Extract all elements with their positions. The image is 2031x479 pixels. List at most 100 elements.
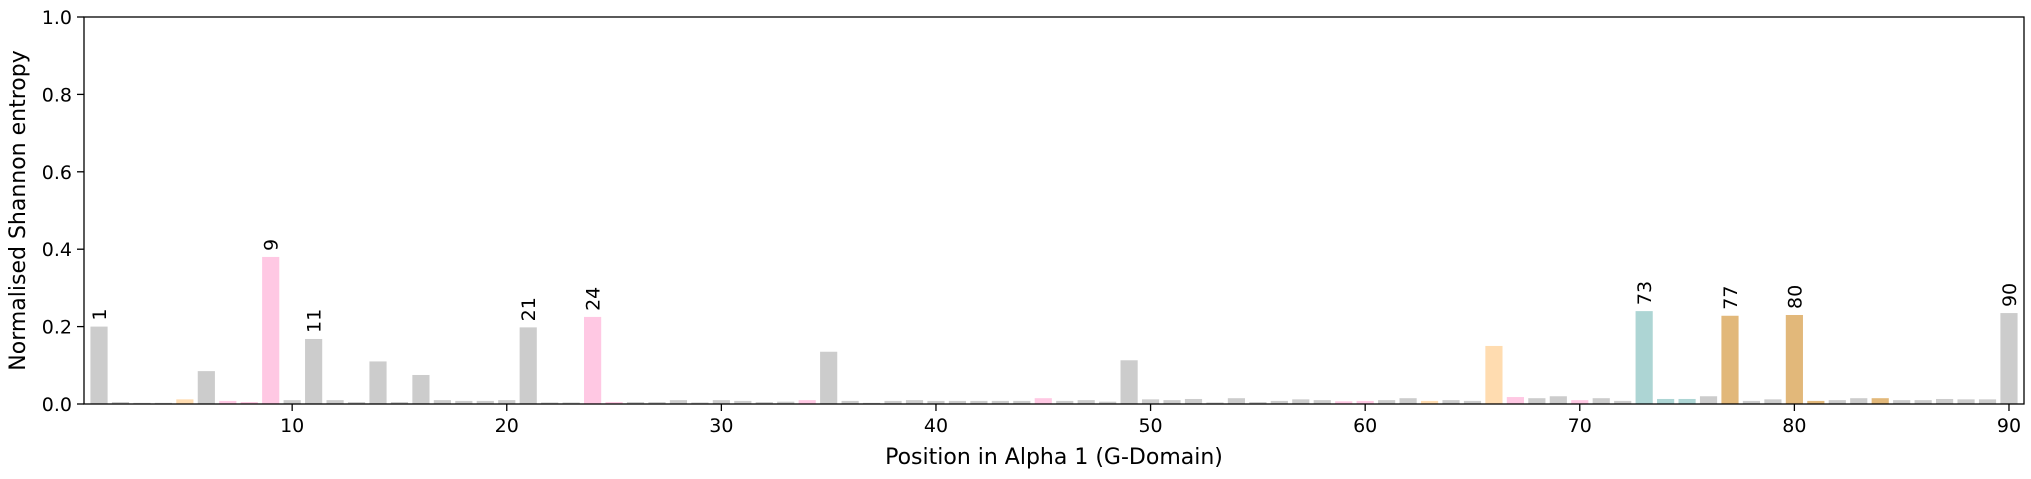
bar-position-23 [562,402,580,404]
bar-position-41 [948,400,967,404]
bar-label-1: 1 [89,309,111,321]
bar-position-16 [412,374,430,404]
bar-position-30 [712,400,730,404]
x-tick-label: 80 [1782,415,1806,437]
bar-position-5 [176,399,194,404]
bar-position-28 [669,400,688,404]
bar-position-87 [1936,398,1954,404]
bar-position-14 [369,361,387,404]
bar-position-33 [777,401,795,404]
bar-position-83 [1850,398,1868,404]
bar-position-70 [1571,400,1589,404]
bar-position-27 [648,402,666,404]
bar-label-11: 11 [304,309,326,333]
bar-position-58 [1313,400,1331,404]
bar-position-40 [927,400,945,404]
bar-label-80: 80 [1784,285,1806,309]
y-tick-label: 0.4 [42,239,72,261]
y-tick-label: 1.0 [42,7,72,29]
bar-position-68 [1528,398,1546,404]
bar-position-69 [1549,396,1567,404]
bar-position-48 [1099,401,1117,404]
bar-position-24 [584,316,602,404]
bar-position-20 [498,400,516,404]
bar-position-74 [1657,398,1675,404]
bar-position-54 [1227,398,1245,404]
bar-position-7 [219,400,237,404]
y-tick-label: 0.6 [42,162,72,184]
y-axis: 0.0 0.2 0.4 0.6 0.8 1.0 [42,7,84,416]
bar-position-29 [691,402,709,404]
bar-position-81 [1807,400,1825,404]
bar-position-67 [1506,397,1524,404]
bar-position-17 [433,400,451,404]
bar-annotation-layer: 1 9 11 21 24 73 77 80 90 [89,239,2021,333]
bar-position-84 [1871,398,1889,404]
bar-position-1 [90,326,108,404]
bar-position-2 [111,402,130,404]
bar-position-86 [1914,400,1932,404]
bar-position-59 [1335,401,1353,404]
bar-position-53 [1206,402,1224,404]
y-axis-title: Normalised Shannon entropy [6,50,31,370]
bar-position-9 [262,256,280,404]
bar-position-52 [1184,398,1203,404]
bar-label-90: 90 [1999,283,2021,307]
bar-label-24: 24 [583,287,605,311]
bar-position-34 [798,400,816,404]
bar-position-61 [1378,400,1396,404]
bar-position-56 [1270,400,1288,404]
bar-position-38 [884,400,902,404]
bar-position-76 [1699,396,1718,404]
y-tick-label: 0.0 [42,394,72,416]
bar-position-36 [841,400,859,404]
bar-position-15 [390,402,409,404]
bar-position-11 [305,338,323,404]
x-tick-label: 10 [280,415,304,437]
x-tick-label: 90 [1997,415,2021,437]
bar-position-32 [755,402,773,404]
bar-position-63 [1420,400,1439,404]
x-tick-label: 20 [495,415,519,437]
bar-position-80 [1785,314,1803,404]
x-tick-label: 30 [709,415,733,437]
bar-position-79 [1764,399,1782,404]
bar-position-26 [626,402,645,404]
bar-position-57 [1292,399,1310,404]
bar-position-21 [519,327,537,404]
bar-position-43 [991,400,1009,404]
bar-position-85 [1893,400,1911,404]
bar-position-18 [455,400,473,404]
bar-position-25 [605,402,623,404]
bar-position-35 [820,351,838,404]
bar-position-49 [1120,360,1138,404]
bar-position-51 [1163,400,1181,404]
bar-position-66 [1485,345,1503,404]
bar-position-10 [283,400,301,404]
x-axis: 10 20 30 40 50 60 70 80 90 [280,404,2021,437]
bar-position-78 [1742,400,1761,404]
bar-position-8 [240,402,258,404]
bar-label-73: 73 [1634,281,1656,305]
bar-position-31 [734,400,752,404]
bar-position-42 [970,400,988,404]
bar-position-22 [541,402,559,404]
bar-position-13 [347,402,366,404]
x-tick-label: 60 [1353,415,1377,437]
bars-layer [90,256,2018,404]
y-tick-label: 0.8 [42,84,72,106]
bar-position-89 [1978,399,1997,404]
bar-position-45 [1034,398,1052,404]
x-tick-label: 40 [924,415,948,437]
bar-position-88 [1957,399,1975,404]
bar-position-73 [1635,311,1653,404]
bar-position-39 [905,400,924,404]
bar-label-21: 21 [518,297,540,321]
bar-position-71 [1592,398,1610,404]
bar-position-90 [2000,313,2018,404]
bar-position-46 [1056,400,1074,404]
bar-position-55 [1249,402,1267,404]
bar-position-47 [1077,400,1095,404]
